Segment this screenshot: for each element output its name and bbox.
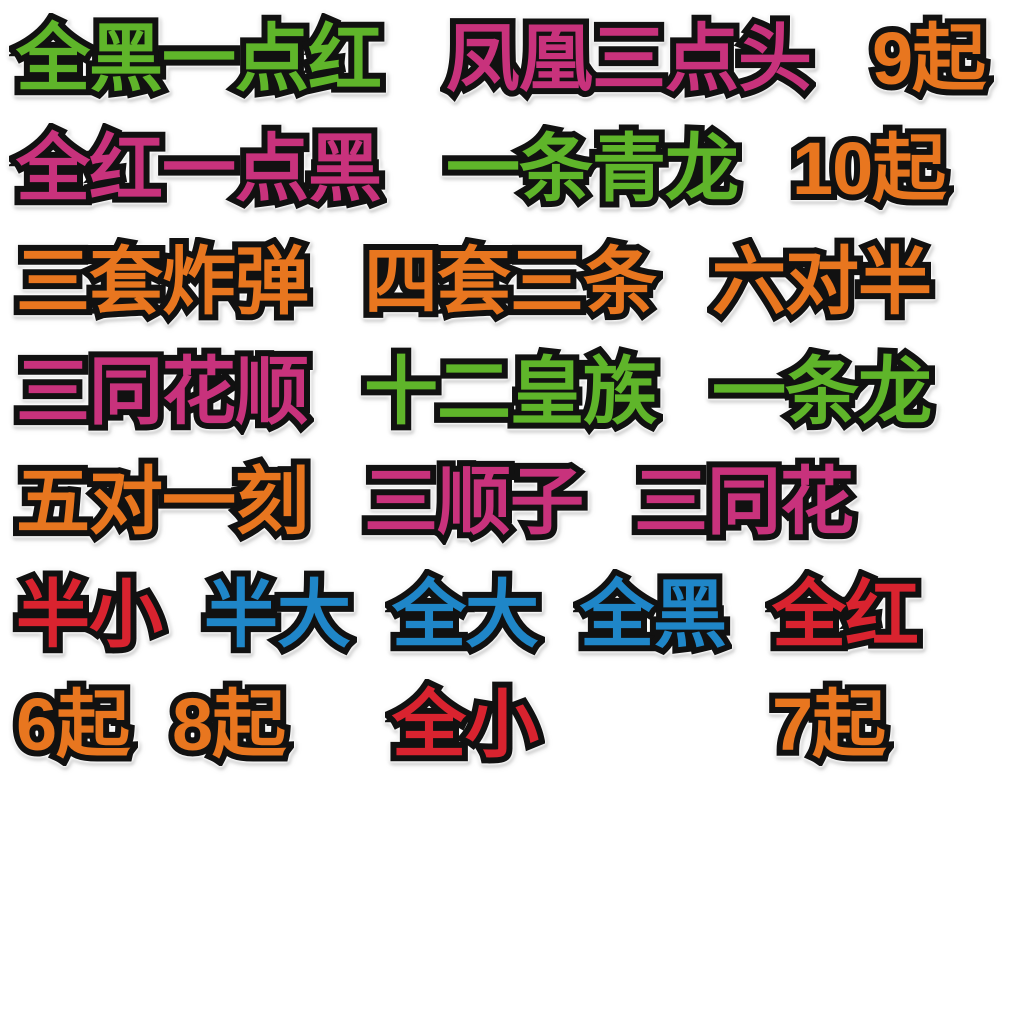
label-6-qi: 6起 (10, 682, 136, 768)
label-shi-er-huang-zu: 十二皇族 (358, 349, 663, 435)
label-7-qi: 7起 (766, 682, 892, 768)
label-si-tao-san-tiao: 四套三条 (358, 239, 663, 325)
label-quan-da: 全大 (386, 572, 545, 658)
label-yi-tiao-long: 一条龙 (706, 349, 938, 435)
label-quan-hong-yi-dian-hei: 全红一点黑 (10, 126, 388, 212)
label-quan-hei-yi-dian-hong: 全黑一点红 (10, 16, 388, 102)
label-san-tong-hua-shun: 三同花顺 (10, 349, 315, 435)
label-ban-xiao: 半小 (10, 572, 169, 658)
label-feng-huang-san-dian-tou: 凤凰三点头 (440, 16, 818, 102)
label-quan-hei: 全黑 (574, 572, 733, 658)
label-san-tong-hua: 三同花 (628, 459, 860, 545)
label-san-shun-zi: 三顺子 (358, 459, 590, 545)
label-ban-da: 半大 (198, 572, 357, 658)
label-quan-xiao: 全小 (386, 682, 545, 768)
label-wu-dui-yi-ke: 五对一刻 (10, 459, 315, 545)
label-8-qi: 8起 (166, 682, 292, 768)
label-san-tao-zha-dan: 三套炸弹 (10, 239, 315, 325)
label-yi-tiao-qing-long: 一条青龙 (440, 126, 745, 212)
label-liu-dui-ban: 六对半 (706, 239, 938, 325)
label-quan-hong: 全红 (766, 572, 925, 658)
label-10-qi: 10起 (786, 126, 952, 212)
label-9-qi: 9起 (866, 16, 992, 102)
